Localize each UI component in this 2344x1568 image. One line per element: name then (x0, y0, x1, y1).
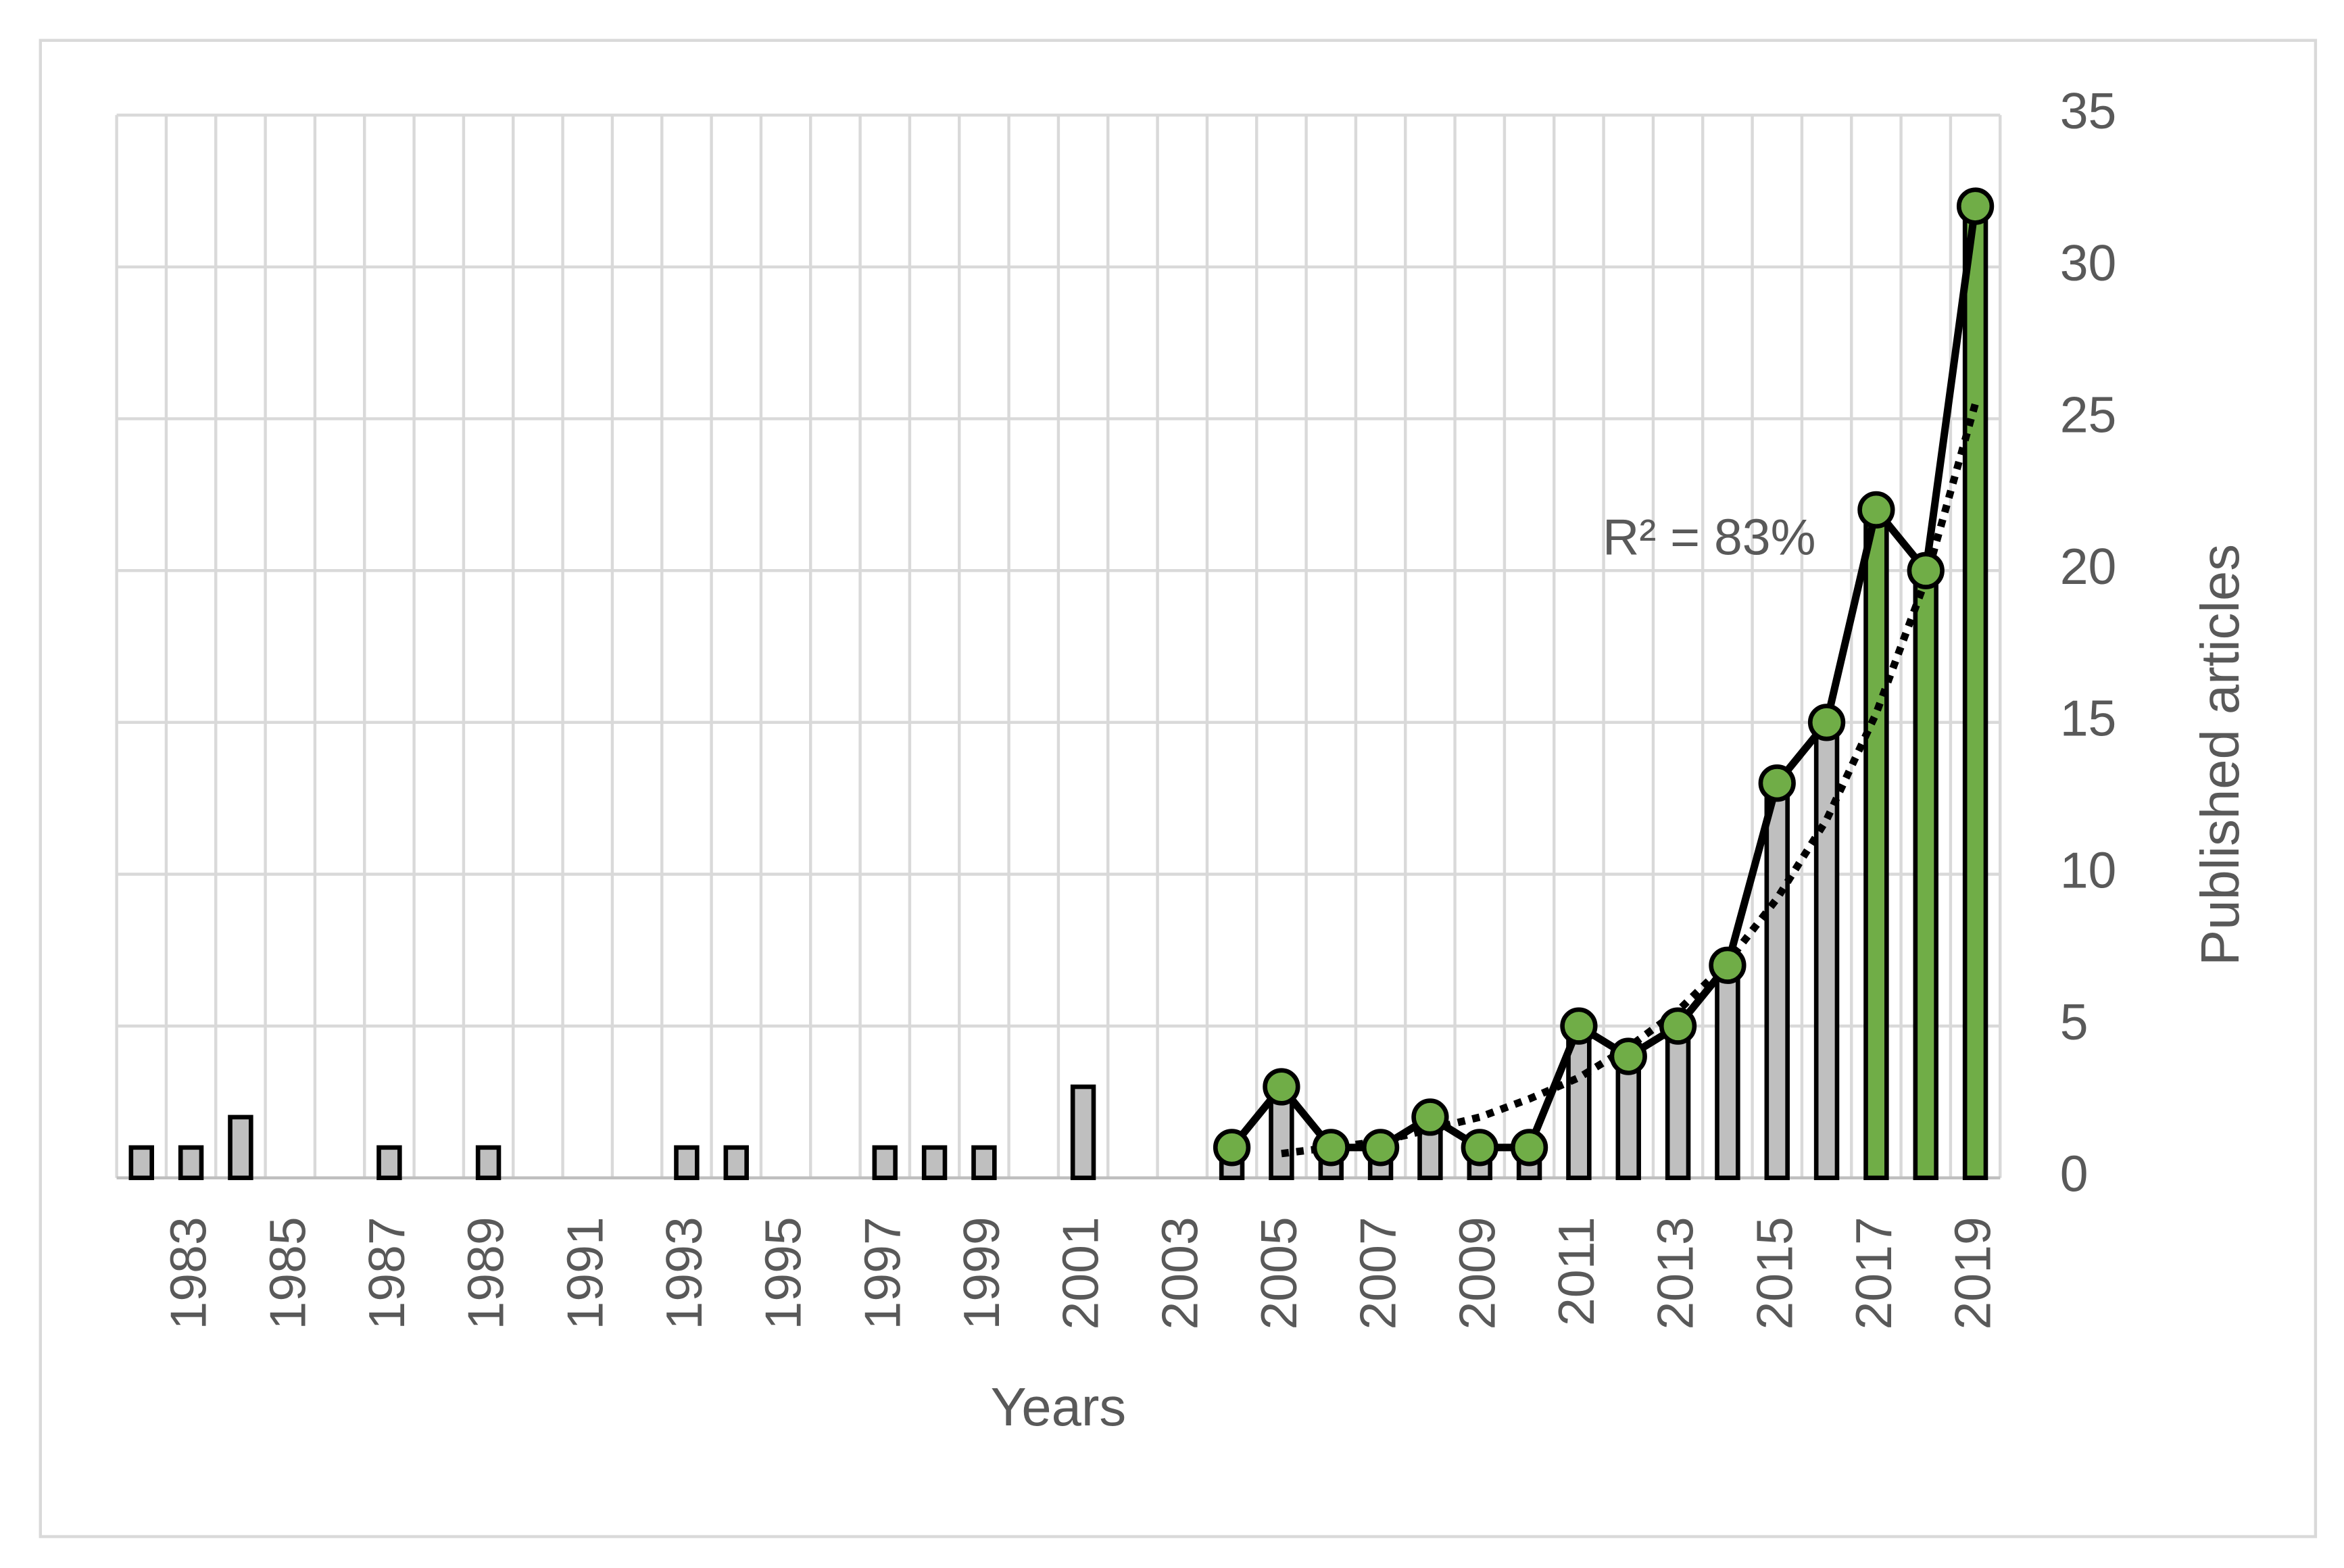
line-marker (1263, 1068, 1300, 1106)
line-marker (1510, 1129, 1548, 1167)
y-tick-label: 30 (2060, 235, 2117, 291)
y-tick-label: 15 (2060, 690, 2117, 747)
bar (723, 1145, 749, 1181)
bar (1913, 568, 1938, 1181)
x-tick-label: 1993 (656, 1217, 712, 1329)
bar (1813, 720, 1840, 1181)
line-marker (1857, 491, 1895, 529)
line-marker (1907, 552, 1945, 589)
y-tick-label: 20 (2060, 538, 2117, 595)
y-tick-label: 5 (2060, 994, 2089, 1050)
line-marker (1461, 1129, 1498, 1167)
y-tick-label: 0 (2060, 1146, 2089, 1202)
x-tick-label: 2005 (1250, 1217, 1307, 1329)
x-tick-label: 1997 (854, 1217, 910, 1329)
line-marker (1312, 1129, 1350, 1167)
y-tick-label: 10 (2060, 841, 2117, 898)
x-tick-label: 2011 (1548, 1217, 1605, 1326)
bar (1764, 781, 1790, 1181)
x-axis-title: Years (991, 1377, 1127, 1437)
bar (178, 1145, 204, 1181)
bar (228, 1114, 253, 1181)
x-tick-label: 1995 (755, 1217, 812, 1329)
bar (128, 1145, 154, 1181)
x-tick-label: 2019 (1945, 1217, 2001, 1329)
x-tick-label: 2001 (1052, 1217, 1109, 1329)
x-tick-label: 1999 (953, 1217, 1010, 1329)
bar (376, 1145, 402, 1181)
trend-line (1281, 402, 1979, 1158)
x-tick-label: 2015 (1746, 1217, 1803, 1329)
bar (674, 1145, 700, 1181)
x-tick-label: 2003 (1151, 1217, 1208, 1329)
x-tick-label: 2007 (1350, 1217, 1407, 1329)
x-tick-label: 1991 (556, 1217, 613, 1329)
bar (1863, 508, 1889, 1181)
line-marker (1609, 1037, 1647, 1075)
bar (1070, 1084, 1096, 1181)
x-tick-label: 2013 (1647, 1217, 1704, 1329)
bar (1665, 1023, 1691, 1181)
y-tick-label: 35 (2060, 82, 2117, 139)
line-marker (1411, 1098, 1449, 1136)
line-marker (1659, 1007, 1697, 1045)
line-marker (1709, 946, 1747, 984)
bar (1962, 203, 1988, 1181)
line-marker (1758, 764, 1796, 802)
line-marker (1560, 1007, 1598, 1045)
line (1229, 205, 1980, 1152)
bar (475, 1145, 502, 1181)
line-marker (1213, 1129, 1251, 1167)
bar (1715, 962, 1740, 1181)
line-marker (1361, 1129, 1400, 1167)
x-tick-label: 2009 (1448, 1217, 1505, 1329)
x-tick-label: 1985 (259, 1217, 316, 1329)
y-axis-title: Published articles (2190, 544, 2250, 966)
bar (971, 1145, 997, 1181)
bar (921, 1145, 948, 1181)
x-tick-label: 1989 (458, 1217, 514, 1329)
annotation: R² = 83% (1603, 508, 1816, 565)
line-marker (1807, 704, 1846, 741)
line-marker (1956, 187, 1995, 225)
x-tick-label: 1987 (358, 1217, 415, 1329)
x-tick-label: 2017 (1845, 1217, 1902, 1329)
y-tick-label: 25 (2060, 386, 2117, 443)
x-tick-label: 1983 (160, 1217, 217, 1329)
bar (872, 1145, 898, 1181)
